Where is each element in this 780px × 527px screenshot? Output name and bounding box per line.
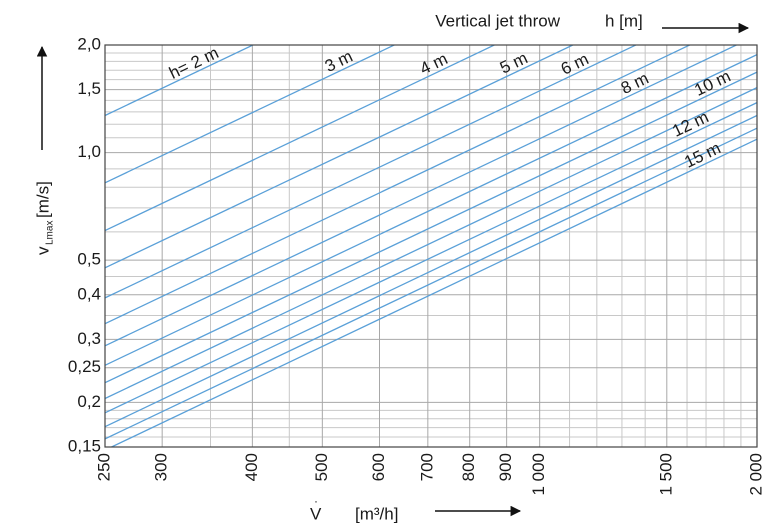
grid xyxy=(104,44,758,448)
line-label: 12 m xyxy=(669,107,711,140)
line-label: 4 m xyxy=(417,49,451,78)
x-tick-label: 600 xyxy=(369,453,388,481)
line-label: 15 m xyxy=(681,138,723,171)
jet-line xyxy=(105,45,396,184)
y-tick-label: 2,0 xyxy=(77,34,101,53)
y-tick-label: 0,4 xyxy=(77,284,101,303)
line-label: 6 m xyxy=(558,49,592,78)
jet-line xyxy=(105,127,757,440)
y-tick-label: 0,25 xyxy=(68,357,101,376)
x-label-dot: · xyxy=(314,494,318,508)
x-tick-label: 250 xyxy=(94,453,113,481)
y-tick-label: 1,5 xyxy=(77,79,101,98)
x-label: V xyxy=(310,504,322,523)
y-unit: [m/s] xyxy=(33,181,52,218)
x-tick-label: 800 xyxy=(459,453,478,481)
x-tick-label: 2 000 xyxy=(746,453,765,496)
x-tick-label: 300 xyxy=(152,453,171,481)
x-tick-label: 700 xyxy=(417,453,436,481)
y-tick-label: 1,0 xyxy=(77,142,101,161)
h-label: h [m] xyxy=(605,11,643,30)
y-label-sub: Lmax xyxy=(45,221,56,245)
jet-line xyxy=(105,87,757,400)
jet-line xyxy=(105,45,738,347)
jet-line xyxy=(105,114,757,428)
lines xyxy=(105,45,757,447)
jet-line xyxy=(109,138,757,447)
line-label: 8 m xyxy=(618,69,652,98)
jet-line xyxy=(105,45,255,117)
y-tick-label: 0,3 xyxy=(77,329,101,348)
x-tick-label: 400 xyxy=(242,453,261,481)
jet-line xyxy=(105,45,692,325)
line-label: 10 m xyxy=(691,66,733,99)
jet-line xyxy=(105,54,757,366)
jet-line xyxy=(105,45,638,299)
line-label: 3 m xyxy=(322,47,356,76)
x-tick-label: 500 xyxy=(312,453,331,481)
x-tick-label: 1 500 xyxy=(656,453,675,496)
y-label: v xyxy=(33,246,52,255)
y-tick-label: 0,2 xyxy=(77,392,101,411)
x-unit: [m³/h] xyxy=(355,504,398,523)
jet-line xyxy=(105,45,575,269)
y-tick-label: 0,15 xyxy=(68,436,101,455)
jet-line xyxy=(105,45,496,232)
x-tick-label: 900 xyxy=(496,453,515,481)
x-tick-label: 1 000 xyxy=(529,453,548,496)
plot-frame xyxy=(104,44,758,448)
jet-line xyxy=(105,71,757,384)
y-tick-label: 0,5 xyxy=(77,250,101,269)
jet-line xyxy=(105,102,757,414)
line-label: h= 2 m xyxy=(166,43,222,83)
chart-title: Vertical jet throw xyxy=(435,11,560,30)
